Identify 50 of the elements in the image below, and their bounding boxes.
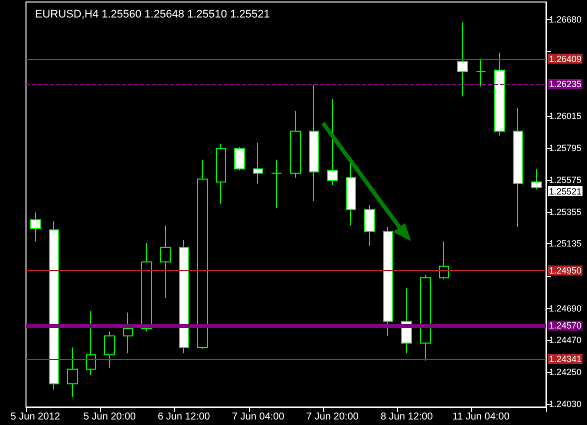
candlestick bbox=[420, 274, 431, 362]
candlestick bbox=[290, 110, 301, 178]
candlestick bbox=[141, 242, 152, 332]
x-tick-label: 7 Jun 20:00 bbox=[306, 412, 359, 422]
x-tick-label: 6 Jun 12:00 bbox=[158, 412, 210, 422]
candlestick bbox=[513, 107, 523, 228]
candlestick bbox=[86, 310, 96, 376]
ref-line-label: 1.26409 bbox=[549, 54, 582, 64]
x-tick-label: 8 Jun 12:00 bbox=[380, 412, 434, 422]
candlestick bbox=[494, 52, 505, 136]
y-tick-label: 1.24690 bbox=[549, 303, 582, 314]
y-tick-label: 1.26680 bbox=[549, 14, 582, 24]
candlestick bbox=[30, 212, 41, 242]
candlestick bbox=[457, 22, 468, 97]
candlestick bbox=[531, 168, 542, 190]
candlestick bbox=[49, 220, 59, 390]
candlestick bbox=[104, 331, 115, 368]
candlestick bbox=[309, 84, 319, 202]
candlestick bbox=[234, 146, 245, 171]
y-tick-label: 1.25355 bbox=[549, 206, 582, 217]
text: 1.25521 bbox=[549, 186, 582, 196]
y-tick-label: 1.24250 bbox=[549, 367, 582, 378]
candlestick bbox=[476, 58, 486, 87]
y-tick-label: 1.24470 bbox=[549, 335, 582, 346]
x-tick-label: 5 Jun 20:00 bbox=[83, 412, 136, 422]
candlestick bbox=[364, 204, 375, 246]
y-tick-label: 1.25575 bbox=[549, 174, 582, 185]
y-tick-label: 1.25795 bbox=[549, 142, 582, 153]
candlestick bbox=[253, 142, 263, 184]
ref-line-label: 1.24341 bbox=[549, 354, 582, 364]
candlestick bbox=[327, 98, 338, 186]
candlestick bbox=[197, 160, 208, 350]
text: EURUSD,H4 1.25560 1.25648 1.25510 1.25521 bbox=[35, 8, 270, 20]
candlestick bbox=[67, 346, 78, 398]
ref-line-label: 1.24570 bbox=[549, 320, 582, 331]
candlestick bbox=[179, 240, 189, 354]
candlestick bbox=[271, 160, 282, 209]
y-tick-label: 1.24030 bbox=[549, 399, 582, 410]
x-tick-label: 11 Jun 04:00 bbox=[452, 412, 510, 422]
x-tick-label: 7 Jun 04:00 bbox=[232, 412, 285, 422]
y-tick-label: 1.25135 bbox=[549, 238, 582, 249]
candlestick bbox=[383, 226, 393, 336]
candlestick bbox=[439, 241, 449, 280]
x-tick-label: 5 Jun 2012 bbox=[10, 412, 60, 422]
y-tick-label: 1.26015 bbox=[549, 110, 582, 121]
candlestick bbox=[123, 312, 133, 354]
candlestick bbox=[216, 144, 226, 204]
ref-line-label: 1.24950 bbox=[549, 266, 582, 276]
ref-line-label: 1.26235 bbox=[549, 79, 582, 90]
candlestick bbox=[160, 225, 171, 299]
